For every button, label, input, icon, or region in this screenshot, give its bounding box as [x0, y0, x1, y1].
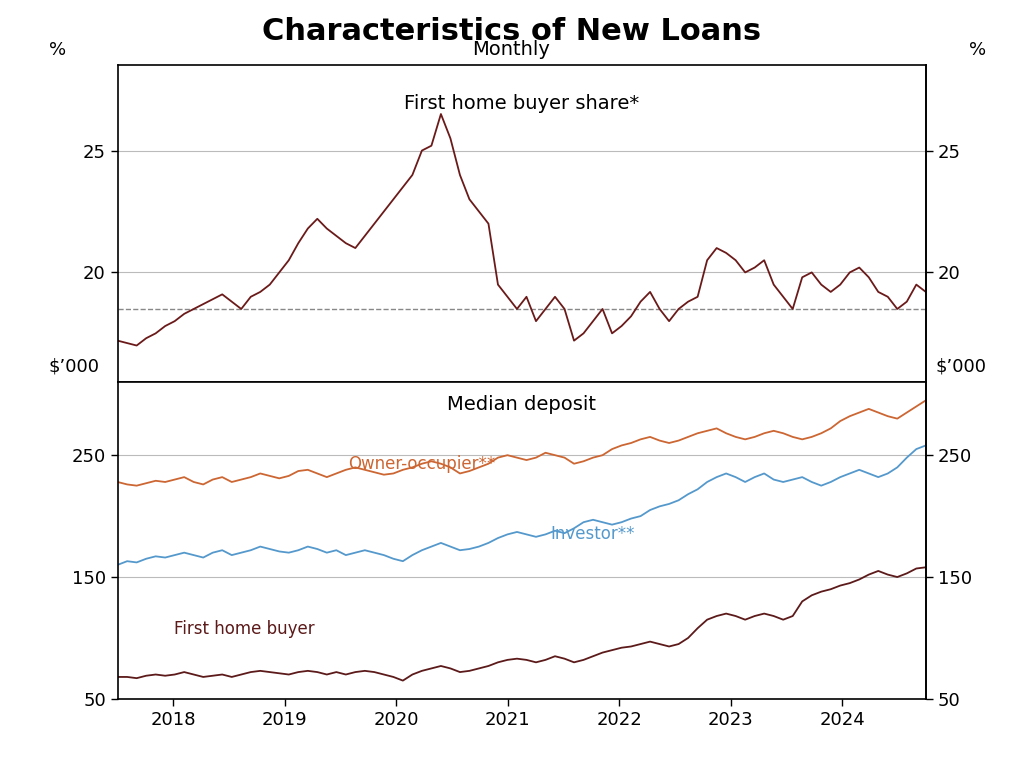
Text: Monthly: Monthly: [473, 40, 550, 59]
Text: %: %: [970, 41, 986, 59]
Text: $’000: $’000: [49, 358, 100, 376]
Text: Median deposit: Median deposit: [447, 395, 596, 414]
Text: Investor**: Investor**: [550, 525, 634, 543]
Text: %: %: [49, 41, 66, 59]
Text: Characteristics of New Loans: Characteristics of New Loans: [262, 17, 761, 46]
Text: $’000: $’000: [935, 358, 986, 376]
Text: First home buyer share*: First home buyer share*: [404, 94, 639, 113]
Text: Owner-occupier**: Owner-occupier**: [348, 455, 495, 473]
Text: First home buyer: First home buyer: [174, 621, 315, 638]
